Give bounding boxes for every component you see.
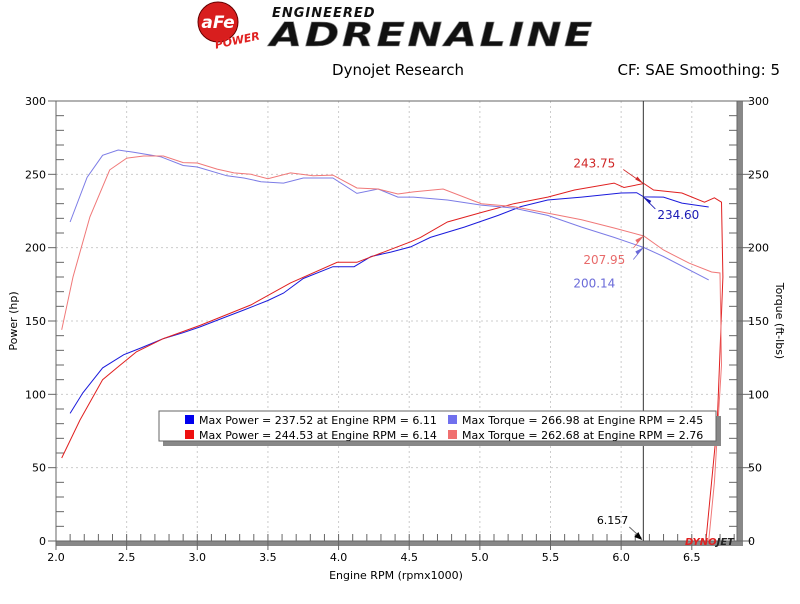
- legend-entry: Max Torque = 262.68 at Engine RPM = 2.76: [462, 429, 703, 442]
- y2-tick-label: 250: [748, 168, 769, 181]
- y-tick-label: 100: [25, 388, 46, 401]
- cursor-value-label: 6.157: [597, 514, 629, 527]
- series-layer: [61, 149, 724, 542]
- legend-swatch: [185, 415, 194, 424]
- svg-text:aFe: aFe: [201, 13, 234, 33]
- x-tick-label: 5.0: [471, 551, 489, 564]
- annotation-leader: [633, 235, 644, 249]
- y2-tick-label: 50: [748, 462, 762, 475]
- y-axis-label: Power (hp): [7, 291, 20, 350]
- legend-swatch: [448, 430, 457, 439]
- x-axis-label: Engine RPM (rpmx1000): [329, 569, 463, 582]
- y2-tick-label: 200: [748, 242, 769, 255]
- x-tick-label: 6.5: [683, 551, 701, 564]
- annotation-arrowhead: [635, 176, 644, 184]
- legend-entry: Max Power = 237.52 at Engine RPM = 6.11: [199, 414, 437, 427]
- afe-logo: aFe POWER ENGINEERED ADRENALINE: [197, 1, 595, 54]
- x-tick-label: 3.5: [259, 551, 277, 564]
- y-tick-label: 250: [25, 168, 46, 181]
- header-right: CF: SAE Smoothing: 5: [617, 61, 780, 79]
- legend-swatch: [185, 430, 194, 439]
- y2-tick-label: 0: [748, 535, 755, 548]
- x-tick-label: 2.5: [118, 551, 136, 564]
- grid: [56, 101, 737, 541]
- annotations: 243.75 234.60 207.95 200.14: [573, 157, 699, 291]
- series-line-power-blue: [69, 192, 709, 414]
- svg-text:ENGINEERED: ENGINEERED: [272, 6, 376, 21]
- annotation-label: 200.14: [573, 276, 615, 290]
- legend-entry: Max Power = 244.53 at Engine RPM = 6.14: [199, 429, 437, 442]
- axes: 2.0 2.5 3.0 3.5 4.0 4.5 5.0 5.5 6.0 6.5 0 0 50 50 100 1…: [25, 95, 769, 564]
- legend: Max Power = 237.52 at Engine RPM = 6.11 M…: [158, 410, 721, 446]
- y2-tick-label: 300: [748, 95, 769, 108]
- x-axis-shadow: [56, 541, 743, 546]
- x-tick-label: 4.0: [330, 551, 348, 564]
- legend-box: [158, 410, 717, 442]
- x-tick-label: 4.5: [400, 551, 418, 564]
- y-tick-label: 0: [39, 535, 46, 548]
- annotation-arrowhead: [635, 236, 644, 244]
- annotation-label: 207.95: [583, 253, 625, 267]
- annotation-label: 234.60: [657, 208, 699, 222]
- y-tick-label: 300: [25, 95, 46, 108]
- series-line-power-red: [61, 182, 724, 542]
- cursor-arrowhead: [634, 532, 643, 540]
- dynojet-watermark: DYNOJET: [685, 537, 735, 548]
- y2-axis-label: Torque (ft-lbs): [773, 282, 786, 359]
- annotation-label: 243.75: [573, 157, 615, 171]
- y2-tick-label: 150: [748, 315, 769, 328]
- y2-tick-label: 100: [748, 388, 769, 401]
- annotation-arrowhead: [635, 247, 644, 255]
- y-tick-label: 200: [25, 242, 46, 255]
- series-line-torque-blue: [69, 149, 709, 281]
- annotation-arrowhead: [643, 196, 652, 204]
- header-left: Dynojet Research: [332, 61, 464, 79]
- y-tick-label: 150: [25, 315, 46, 328]
- x-tick-label: 2.0: [47, 551, 65, 564]
- x-tick-label: 5.5: [542, 551, 560, 564]
- legend-swatch: [448, 415, 457, 424]
- right-axis-shadow: [737, 101, 743, 546]
- cursor-layer: 6.157: [597, 101, 644, 541]
- annotation-leader: [633, 247, 644, 260]
- svg-text:ADRENALINE: ADRENALINE: [266, 15, 595, 54]
- y-tick-label: 50: [32, 462, 46, 475]
- x-tick-label: 6.0: [612, 551, 630, 564]
- x-tick-label: 3.0: [189, 551, 207, 564]
- legend-entry: Max Torque = 266.98 at Engine RPM = 2.45: [462, 414, 703, 427]
- series-line-torque-red: [61, 155, 723, 542]
